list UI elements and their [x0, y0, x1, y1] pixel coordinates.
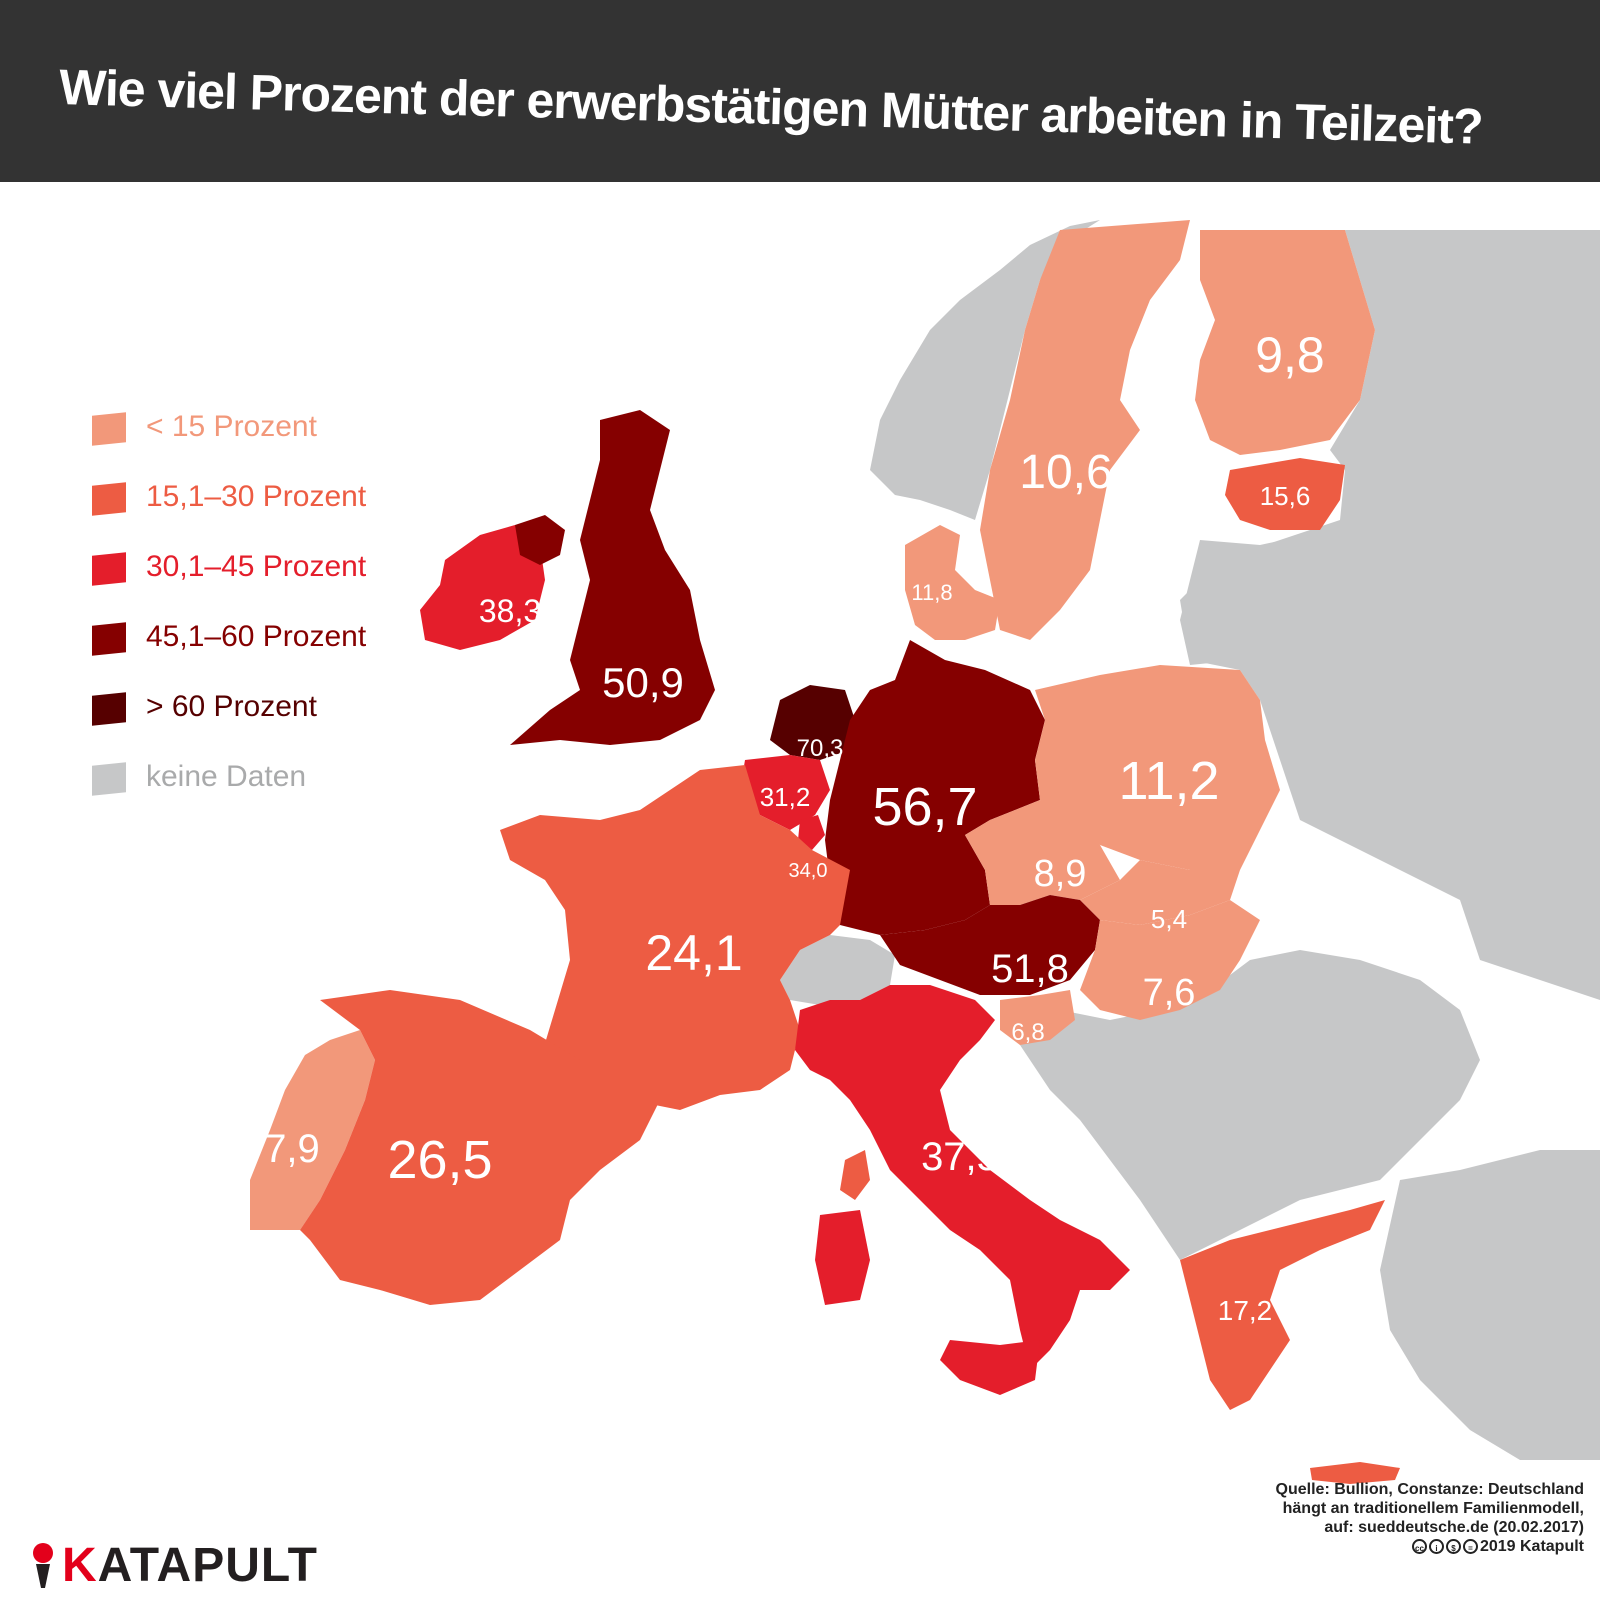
value-denmark: 11,8	[911, 580, 952, 605]
legend-swatch	[92, 762, 126, 796]
copyright-text: 2019 Katapult	[1479, 1538, 1584, 1555]
country-poland	[1035, 665, 1280, 870]
no-data-regions	[780, 220, 1600, 1460]
country-germany	[825, 640, 1045, 935]
nd-icon: =	[1462, 1539, 1478, 1554]
legend-label: 45,1–60 Prozent	[146, 620, 367, 653]
value-czechia: 8,9	[1034, 853, 1087, 895]
country-slovakia	[1080, 860, 1240, 925]
legend-label: > 60 Prozent	[146, 690, 317, 723]
value-luxembourg: 34,0	[789, 860, 828, 882]
value-netherlands: 70,3	[797, 735, 844, 762]
country-spain	[300, 990, 660, 1305]
legend-swatch	[92, 412, 126, 446]
country-estonia	[1225, 458, 1345, 530]
header-bar: Wie viel Prozent der erwerbstätigen Mütt…	[0, 0, 1600, 182]
by-icon: i	[1428, 1539, 1444, 1554]
value-uk: 50,9	[602, 659, 684, 706]
katapult-logo: KATAPULT	[30, 1538, 318, 1593]
value-france: 24,1	[645, 925, 742, 981]
region-switzerland	[780, 935, 895, 1005]
legend-label: 15,1–30 Prozent	[146, 480, 367, 513]
value-belgium: 31,2	[760, 782, 811, 812]
value-estonia: 15,6	[1260, 481, 1311, 511]
legend-label: 30,1–45 Prozent	[146, 550, 367, 583]
legend-label: keine Daten	[146, 760, 307, 793]
country-czechia	[965, 800, 1120, 905]
country-hungary	[1080, 900, 1260, 1020]
license-line: cc i $ = 2019 Katapult	[1411, 1537, 1584, 1556]
region-balkans	[1010, 950, 1480, 1260]
country-slovenia	[1000, 990, 1075, 1045]
country-corsica	[840, 1150, 870, 1200]
value-italy: 37,5	[921, 1135, 999, 1179]
value-germany: 56,7	[872, 777, 977, 837]
value-slovakia: 5,4	[1151, 904, 1187, 934]
source-note: Quelle: Bullion, Constanze: Deutschland …	[1164, 1480, 1584, 1556]
logo-text-rest: ATAPULT	[97, 1539, 318, 1592]
country-netherlands	[770, 685, 855, 760]
cc-icon: cc	[1411, 1539, 1427, 1554]
country-sweden	[980, 220, 1190, 640]
country-italy	[795, 985, 1130, 1370]
value-portugal: 7,9	[264, 1127, 320, 1171]
legend-swatch	[92, 482, 126, 516]
country-uk	[510, 410, 715, 745]
value-sweden: 10,6	[1019, 446, 1112, 499]
country-sicily	[940, 1340, 1040, 1395]
country-belgium	[740, 755, 830, 830]
legend-swatch	[92, 552, 126, 586]
legend-label: < 15 Prozent	[146, 410, 317, 443]
value-greece: 17,2	[1218, 1295, 1273, 1326]
legend-swatch	[92, 692, 126, 726]
region-norway	[870, 220, 1100, 520]
source-line: auf: sueddeutsche.de (20.02.2017)	[1324, 1519, 1584, 1536]
country-northern-ireland	[515, 515, 565, 565]
logo-text-k: K	[62, 1539, 98, 1592]
value-ireland: 38,3	[479, 593, 541, 629]
country-austria	[880, 895, 1100, 995]
country-luxembourg	[798, 815, 825, 850]
value-spain: 26,5	[387, 1130, 492, 1190]
region-russia-east	[1180, 230, 1600, 1000]
value-slovenia: 6,8	[1011, 1019, 1044, 1046]
catapult-icon	[33, 1542, 53, 1588]
country-france	[500, 765, 850, 1110]
source-line: hängt an traditionellem Familienmodell,	[1282, 1500, 1584, 1517]
region-latvia-lithuania	[1180, 530, 1345, 665]
country-greece	[1180, 1200, 1385, 1410]
country-portugal	[250, 1030, 375, 1230]
value-poland: 11,2	[1118, 751, 1219, 811]
value-hungary: 7,6	[1143, 972, 1196, 1014]
country-denmark	[905, 525, 1000, 640]
country-ireland	[420, 525, 545, 650]
country-finland	[1195, 230, 1375, 455]
country-sardinia	[815, 1210, 870, 1305]
region-turkey	[1380, 1150, 1600, 1460]
value-finland: 9,8	[1255, 327, 1325, 383]
legend-swatch	[92, 622, 126, 656]
source-line: Quelle: Bullion, Constanze: Deutschland	[1275, 1481, 1584, 1498]
logo-text: KATAPULT	[62, 1538, 318, 1593]
country-crete	[1310, 1462, 1400, 1484]
value-austria: 51,8	[991, 947, 1069, 991]
nc-icon: $	[1445, 1539, 1461, 1554]
